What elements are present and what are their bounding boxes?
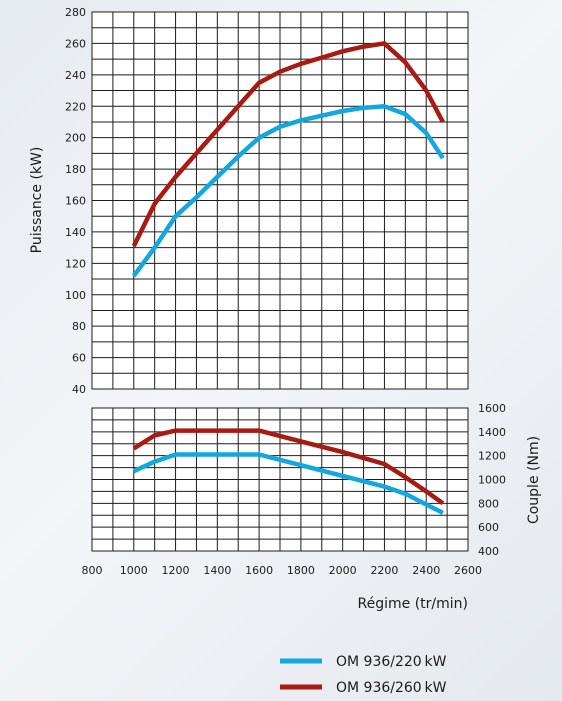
x-axis-label: Régime (tr/min) <box>358 596 468 612</box>
x-tick-label: 1800 <box>287 564 315 577</box>
torque-grid <box>92 408 468 551</box>
power-y-tick-label: 140 <box>65 226 86 239</box>
power-y-tick-label: 120 <box>65 257 86 270</box>
power-series-line-220kw <box>131 104 445 278</box>
power-y-tick-label: 160 <box>65 195 86 208</box>
torque-y-tick-label: 800 <box>478 497 499 510</box>
legend: OM 936/220 kW OM 936/260 kW <box>280 654 447 696</box>
torque-panel: 400 600 800 1000 1200 1400 1600 800 1000 1200 140… <box>82 402 543 612</box>
torque-y-tick-label: 600 <box>478 521 499 534</box>
power-y-tick-label: 100 <box>65 289 86 302</box>
torque-series-line-260kw <box>132 428 445 506</box>
torque-y-tick-label: 1200 <box>478 450 506 463</box>
power-y-tick-label: 280 <box>65 6 86 19</box>
x-tick-label: 2200 <box>370 564 398 577</box>
torque-y-tick-label: 400 <box>478 545 499 558</box>
legend-label-260: OM 936/260 kW <box>336 680 447 696</box>
torque-y-tick-label: 1600 <box>478 402 506 415</box>
power-y-tick-label: 200 <box>65 132 86 145</box>
power-y-tick-label: 80 <box>72 320 86 333</box>
legend-label-220: OM 936/220 kW <box>336 654 447 670</box>
power-y-axis-label: Puissance (kW) <box>29 147 45 254</box>
x-ticks: 800 1000 1200 1400 1600 1800 2000 2200 2400 2600 <box>82 564 483 577</box>
torque-series-line-220kw <box>132 452 444 515</box>
power-y-tick-label: 180 <box>65 163 86 176</box>
x-tick-label: 1000 <box>120 564 148 577</box>
torque-y-tick-label: 1000 <box>478 474 506 487</box>
x-tick-label: 2600 <box>454 564 482 577</box>
torque-y-ticks: 400 600 800 1000 1200 1400 1600 <box>478 402 506 558</box>
power-y-tick-label: 40 <box>72 383 86 396</box>
torque-series <box>132 428 445 515</box>
power-series-line-260kw <box>131 41 445 248</box>
x-tick-label: 2000 <box>329 564 357 577</box>
power-grid <box>92 12 468 389</box>
x-tick-label: 1600 <box>245 564 273 577</box>
power-y-tick-label: 260 <box>65 37 86 50</box>
power-y-tick-label: 220 <box>65 100 86 113</box>
x-tick-label: 1400 <box>203 564 231 577</box>
x-tick-label: 1200 <box>162 564 190 577</box>
power-y-tick-label: 60 <box>72 352 86 365</box>
x-tick-label: 800 <box>82 564 103 577</box>
torque-y-axis-label: Couple (Nm) <box>526 436 542 524</box>
power-y-ticks: 40 60 80 100 120 140 160 180 200 220 240 260 280 <box>65 6 86 396</box>
power-panel: 40 60 80 100 120 140 160 180 200 220 240 260 280 Pui… <box>29 6 469 396</box>
x-tick-label: 2400 <box>412 564 440 577</box>
power-series <box>131 41 445 278</box>
power-y-tick-label: 240 <box>65 69 86 82</box>
torque-y-tick-label: 1400 <box>478 426 506 439</box>
